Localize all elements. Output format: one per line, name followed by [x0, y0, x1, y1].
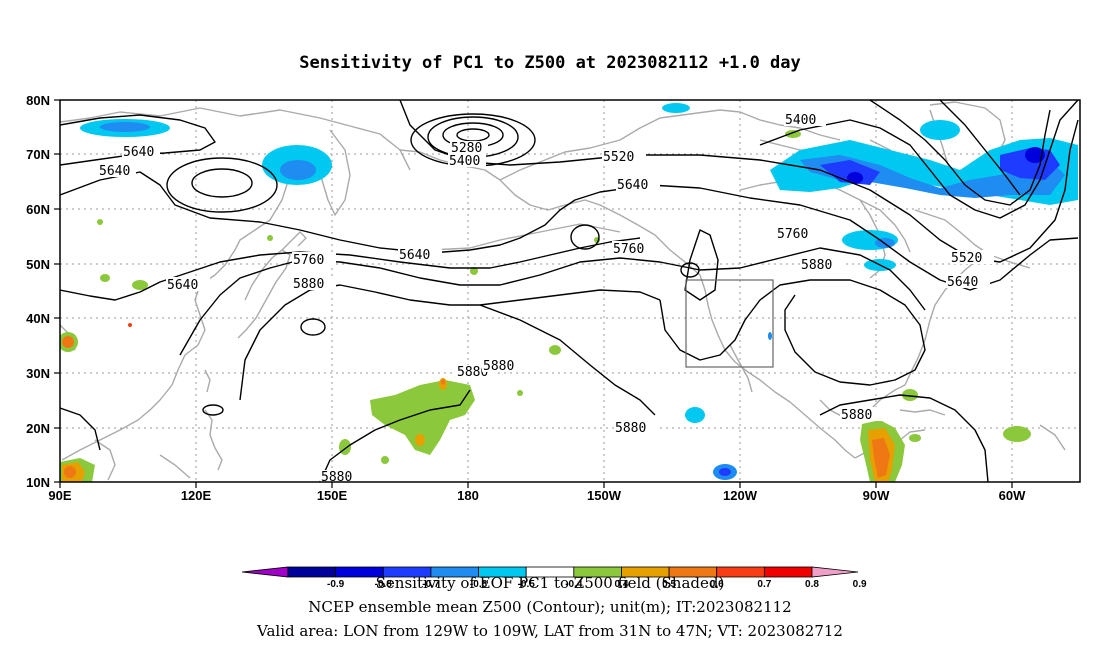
- contour-label: 5640: [123, 145, 154, 160]
- contour-label: 5760: [777, 227, 808, 242]
- contour-label: 5400: [449, 154, 480, 169]
- lon-label: 150W: [587, 488, 622, 503]
- colorbar-segment: [287, 566, 337, 578]
- contour-label: 5520: [951, 251, 982, 266]
- lon-label: 150E: [317, 488, 348, 503]
- contour-label: 5760: [613, 242, 644, 257]
- contour-label: 5640: [617, 178, 648, 193]
- colorbar-segment: [811, 566, 859, 578]
- footer-line-contour: NCEP ensemble mean Z500 (Contour); unit(…: [308, 598, 791, 616]
- lon-label: 180: [457, 488, 479, 503]
- footer-line-shaded: Sensitivity of EOF PC1 to Z500 field (Sh…: [376, 574, 725, 592]
- colorbar-tick-label: 0.4: [615, 579, 629, 590]
- contour-label: 5880: [841, 408, 872, 423]
- colorbar-tick-label: -0.7: [422, 579, 440, 590]
- z500-contours: [60, 100, 1079, 482]
- contour-label: 5880: [801, 258, 832, 273]
- lat-label: 20N: [26, 421, 50, 436]
- colorbar-tick-labels: -0.9 -0.8 -0.7 -0.6 -0.5 -0.4 0.4 0.5 0.6 0.7 0.8 0…: [327, 579, 867, 590]
- contour-label: 5400: [785, 113, 816, 128]
- lon-label: 90E: [48, 488, 71, 503]
- colorbar-segment: [763, 566, 813, 578]
- lat-label: 80N: [26, 93, 50, 108]
- colorbar-tick-label: 0.8: [805, 579, 819, 590]
- colorbar-tick-label: 0.9: [853, 579, 867, 590]
- colorbar-tick-label: -0.5: [518, 579, 536, 590]
- contour-label: 5640: [947, 275, 978, 290]
- contour-label: 5880: [483, 359, 514, 374]
- contour-label: 5640: [399, 248, 430, 263]
- contour-labels: 5640 5640 5280 5400 5520 5640 5400 5640 …: [98, 112, 994, 485]
- contour-label: 5640: [167, 278, 198, 293]
- colorbar: [241, 566, 859, 578]
- lat-label: 10N: [26, 475, 50, 490]
- figure-title: Sensitivity of PC1 to Z500 at 2023082112…: [299, 53, 801, 73]
- map-frame: [59, 99, 1081, 483]
- contour-label: 5880: [293, 277, 324, 292]
- colorbar-segment: [241, 566, 289, 578]
- colorbar-tick-label: -0.4: [565, 579, 583, 590]
- colorbar-tick-label: -0.8: [375, 579, 393, 590]
- longitude-labels: 90E 120E 150E 180 150W 120W 90W 60W: [48, 488, 1026, 503]
- sensitivity-shading: [60, 103, 1078, 482]
- lon-label: 90W: [863, 488, 890, 503]
- contour-label: 5280: [451, 141, 482, 156]
- map-gridlines: [60, 100, 1080, 482]
- lat-label: 40N: [26, 311, 50, 326]
- contour-label: 5520: [603, 150, 634, 165]
- contour-label: 5880: [457, 365, 488, 380]
- latitude-labels: 80N 70N 60N 50N 40N 30N 20N 10N: [26, 93, 50, 490]
- contour-label: 5760: [293, 253, 324, 268]
- colorbar-tick-label: 0.7: [757, 579, 771, 590]
- axis-ticks: [54, 99, 1013, 488]
- lat-label: 30N: [26, 366, 50, 381]
- contour-label: 5880: [615, 421, 646, 436]
- colorbar-tick-label: -0.6: [470, 579, 488, 590]
- lat-label: 70N: [26, 147, 50, 162]
- contour-label: 5880: [321, 470, 352, 485]
- contour-label: 5640: [99, 164, 130, 179]
- lat-label: 50N: [26, 257, 50, 272]
- map-background: [60, 100, 1080, 482]
- lon-label: 60W: [999, 488, 1026, 503]
- coastlines: [60, 101, 1066, 481]
- lat-label: 60N: [26, 202, 50, 217]
- lon-label: 120W: [723, 488, 758, 503]
- colorbar-tick-label: 0.5: [662, 579, 676, 590]
- footer-line-valid-area: Valid area: LON from 129W to 109W, LAT f…: [256, 622, 843, 640]
- lon-label: 120E: [181, 488, 212, 503]
- colorbar-tick-label: -0.9: [327, 579, 345, 590]
- colorbar-tick-label: 0.6: [710, 579, 724, 590]
- valid-area-box: [685, 279, 774, 368]
